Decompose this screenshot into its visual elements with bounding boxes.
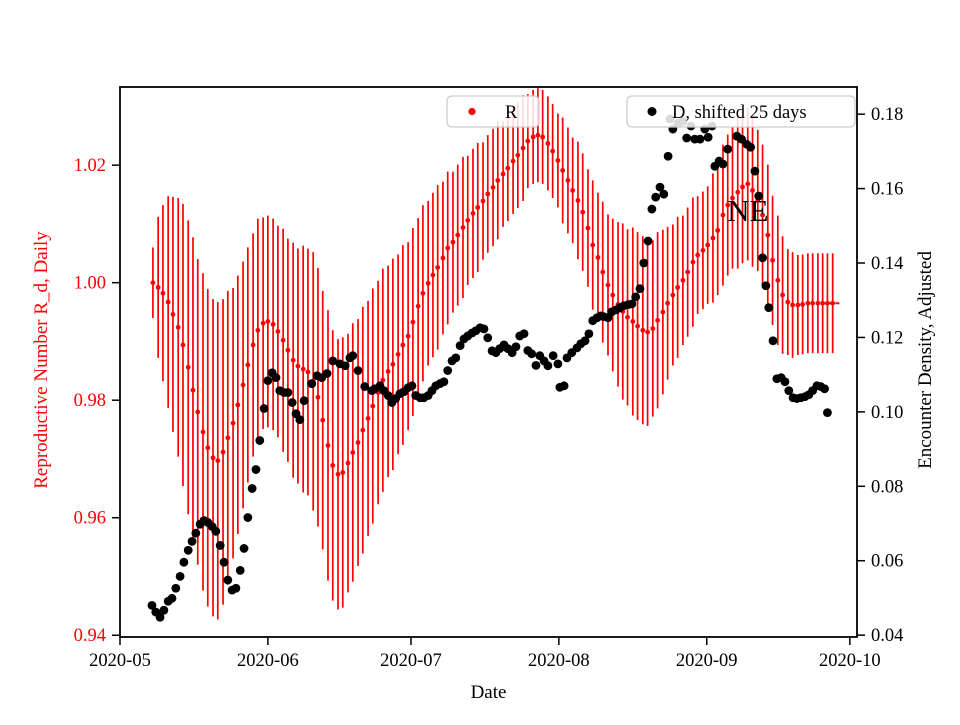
ne-annotation: NE (727, 193, 768, 228)
legend-d: D, shifted 25 days (626, 95, 856, 128)
plot-border (119, 86, 858, 638)
x-axis-label: Date (471, 682, 507, 703)
x-tick-label: 2020-10 (819, 651, 881, 671)
left-tick-label: 0.98 (74, 391, 106, 411)
r-series-markers (150, 132, 836, 477)
left-tick-label: 0.96 (74, 509, 106, 529)
legend-r: R (446, 95, 540, 128)
left-axis-label: Reproductive Number R_d, Daily (31, 231, 52, 489)
legend-marker-r (468, 107, 476, 116)
right-tick-label: 0.16 (871, 180, 903, 200)
left-tick-label: 1.02 (74, 156, 106, 176)
x-tick-label: 2020-07 (380, 651, 442, 671)
d-series-markers (147, 114, 832, 622)
legend-marker-d (647, 107, 657, 116)
right-tick-label: 0.12 (871, 328, 903, 348)
x-tick-label: 2020-08 (528, 651, 590, 671)
legend-label-d: D, shifted 25 days (672, 103, 807, 123)
x-tick-label: 2020-05 (89, 651, 151, 671)
left-tick-label: 1.00 (74, 274, 106, 294)
tick-labels: 2020-05 2020-06 2020-07 2020-08 2020-09 2020-… (74, 105, 904, 671)
x-tick-label: 2020-09 (676, 651, 738, 671)
left-tick-label: 0.94 (74, 626, 106, 646)
right-tick-label: 0.14 (871, 254, 903, 274)
right-tick-label: 0.18 (871, 105, 903, 125)
right-tick-label: 0.10 (871, 403, 903, 423)
x-tick-label: 2020-06 (237, 651, 299, 671)
right-tick-label: 0.08 (871, 477, 903, 497)
axis-ticks (112, 113, 865, 645)
right-axis-label: Encounter Density, Adjusted (915, 251, 936, 469)
right-tick-label: 0.04 (871, 626, 903, 646)
legend-label-r: R (505, 103, 518, 123)
right-tick-label: 0.06 (871, 552, 903, 572)
